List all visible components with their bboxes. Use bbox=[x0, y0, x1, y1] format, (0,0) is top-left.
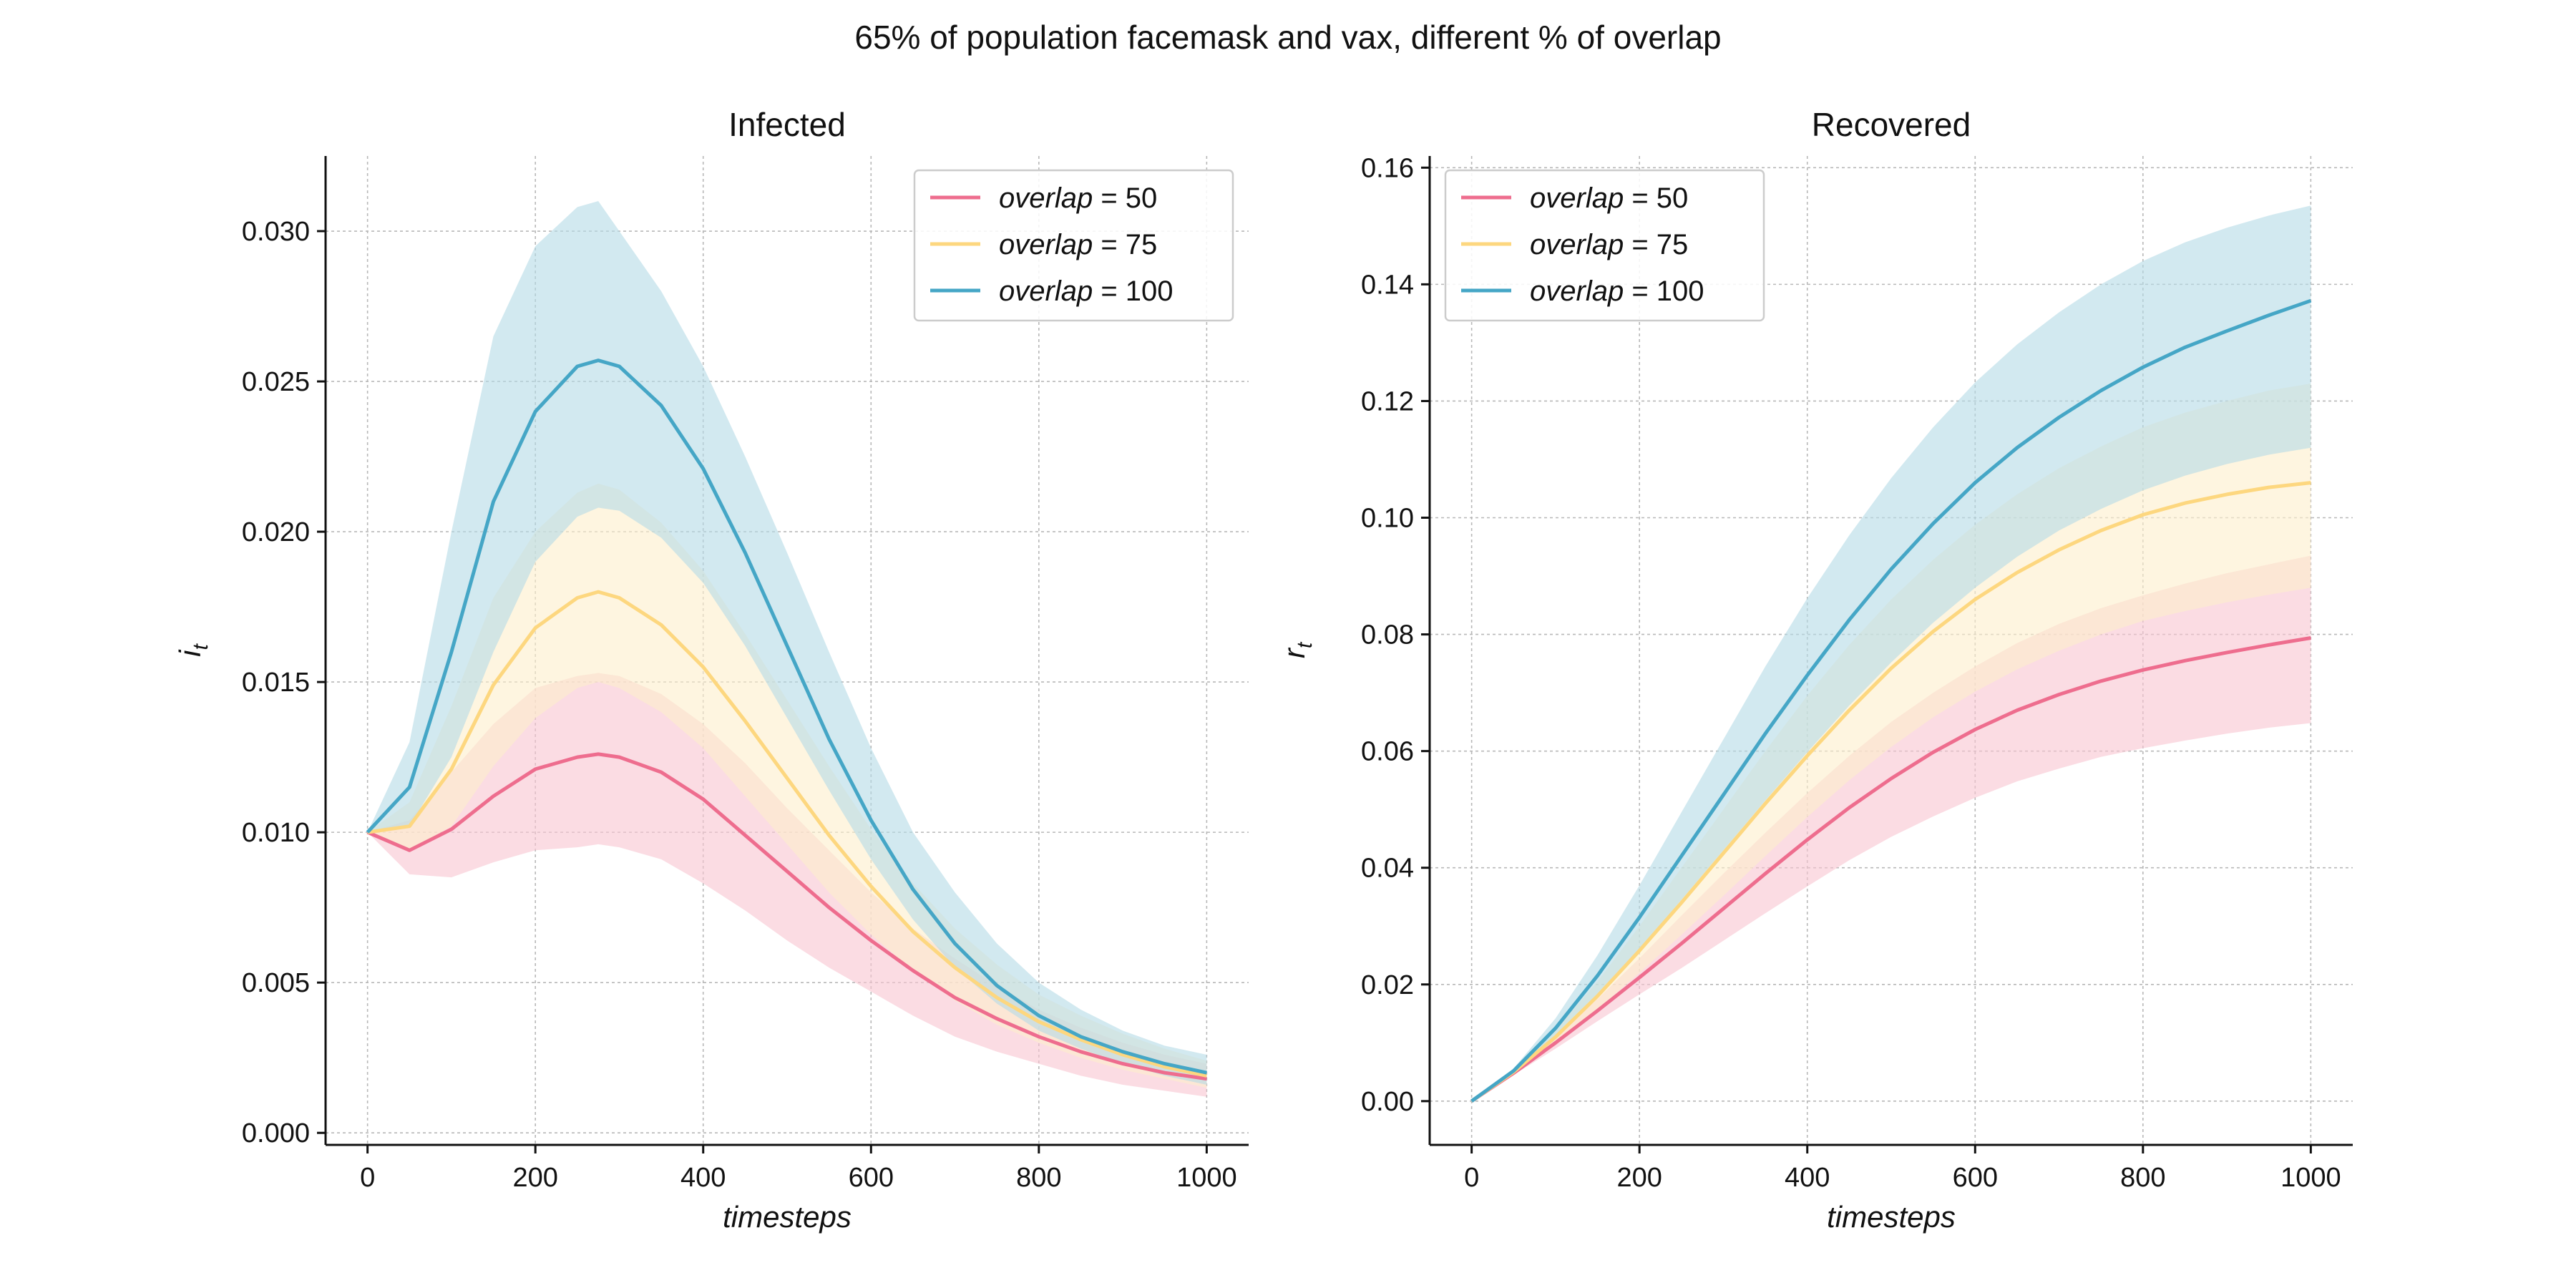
infected-legend-label: overlap = 50 bbox=[999, 182, 1157, 214]
recovered-ytick-label: 0.08 bbox=[1361, 620, 1414, 650]
recovered-ytick-label: 0.12 bbox=[1361, 386, 1414, 416]
recovered-legend-label: overlap = 100 bbox=[1530, 275, 1704, 307]
recovered-band-overlap-50 bbox=[1471, 555, 2311, 1101]
recovered-xtick-label: 1000 bbox=[2280, 1163, 2341, 1193]
recovered-ytick-label: 0.02 bbox=[1361, 970, 1414, 1000]
infected-panel: Infected 0 200 400 600 800 1000 0.000 0.005 0.01… bbox=[173, 106, 1249, 1234]
infected-line-overlap-100 bbox=[366, 358, 1207, 1075]
recovered-ytick-label: 0.14 bbox=[1361, 270, 1414, 300]
figure-suptitle: 65% of population facemask and vax, diff… bbox=[854, 19, 1721, 56]
recovered-ytick-label: 0.04 bbox=[1361, 854, 1414, 884]
recovered-legend-label: overlap = 50 bbox=[1530, 182, 1688, 214]
recovered-ytick-label: 0.10 bbox=[1361, 504, 1414, 534]
recovered-band-overlap-100 bbox=[1471, 205, 2311, 1101]
recovered-line-overlap-50 bbox=[1470, 636, 2311, 1103]
recovered-ytick-label: 0.16 bbox=[1361, 153, 1414, 183]
infected-ytick-label: 0.015 bbox=[242, 668, 310, 698]
infected-line-overlap-75 bbox=[367, 590, 1207, 1078]
infected-ylabel-subscript: t bbox=[189, 643, 213, 650]
recovered-xtick-label: 800 bbox=[2120, 1163, 2165, 1193]
recovered-xtick-label: 200 bbox=[1616, 1163, 1662, 1193]
recovered-legend-frame bbox=[1444, 169, 1765, 322]
recovered-xlabel: timesteps bbox=[1827, 1200, 1956, 1234]
infected-xtick-label: 0 bbox=[360, 1163, 375, 1193]
infected-xtick-label: 600 bbox=[849, 1163, 894, 1193]
infected-xtick-label: 200 bbox=[512, 1163, 557, 1193]
infected-xlabel: timesteps bbox=[723, 1200, 852, 1234]
recovered-legend-label: overlap = 75 bbox=[1530, 229, 1688, 260]
recovered-band-overlap-75 bbox=[1471, 384, 2311, 1101]
infected-ytick-label: 0.025 bbox=[242, 367, 310, 397]
recovered-panel: Recovered 0 200 400 600 800 1000 0.00 0.02 0.04 0… bbox=[1277, 106, 2353, 1234]
recovered-line-overlap-100 bbox=[1470, 298, 2312, 1103]
infected-legend-label: overlap = 100 bbox=[999, 275, 1174, 307]
recovered-xtick-label: 0 bbox=[1464, 1163, 1479, 1193]
infected-xtick-label: 400 bbox=[680, 1163, 726, 1193]
recovered-xtick-label: 400 bbox=[1785, 1163, 1830, 1193]
infected-legend-label: overlap = 75 bbox=[999, 229, 1157, 260]
recovered-xtick-label: 600 bbox=[1953, 1163, 1998, 1193]
infected-legend: overlap = 50 overlap = 75 overlap = 100 bbox=[913, 169, 1234, 322]
recovered-ylabel-subscript: t bbox=[1293, 641, 1317, 648]
infected-ytick-label: 0.005 bbox=[242, 968, 310, 998]
infected-band-overlap-75 bbox=[367, 483, 1207, 1088]
infected-ytick-label: 0.000 bbox=[242, 1118, 310, 1148]
infected-ytick-label: 0.030 bbox=[242, 217, 310, 247]
infected-xtick-label: 1000 bbox=[1176, 1163, 1237, 1193]
infected-ylabel: it bbox=[173, 643, 213, 657]
infected-legend-frame bbox=[913, 169, 1234, 322]
recovered-line-overlap-75 bbox=[1470, 481, 2311, 1103]
recovered-ytick-label: 0.00 bbox=[1361, 1087, 1414, 1117]
infected-xtick-label: 800 bbox=[1016, 1163, 1061, 1193]
infected-ytick-label: 0.010 bbox=[242, 818, 310, 848]
infected-line-overlap-50 bbox=[366, 752, 1207, 1081]
infected-panel-title: Infected bbox=[728, 106, 846, 143]
recovered-ylabel: rt bbox=[1277, 641, 1317, 658]
recovered-ytick-label: 0.06 bbox=[1361, 737, 1414, 767]
infected-ytick-label: 0.020 bbox=[242, 517, 310, 547]
recovered-panel-title: Recovered bbox=[1812, 106, 1971, 143]
recovered-legend: overlap = 50 overlap = 75 overlap = 100 bbox=[1444, 169, 1765, 322]
